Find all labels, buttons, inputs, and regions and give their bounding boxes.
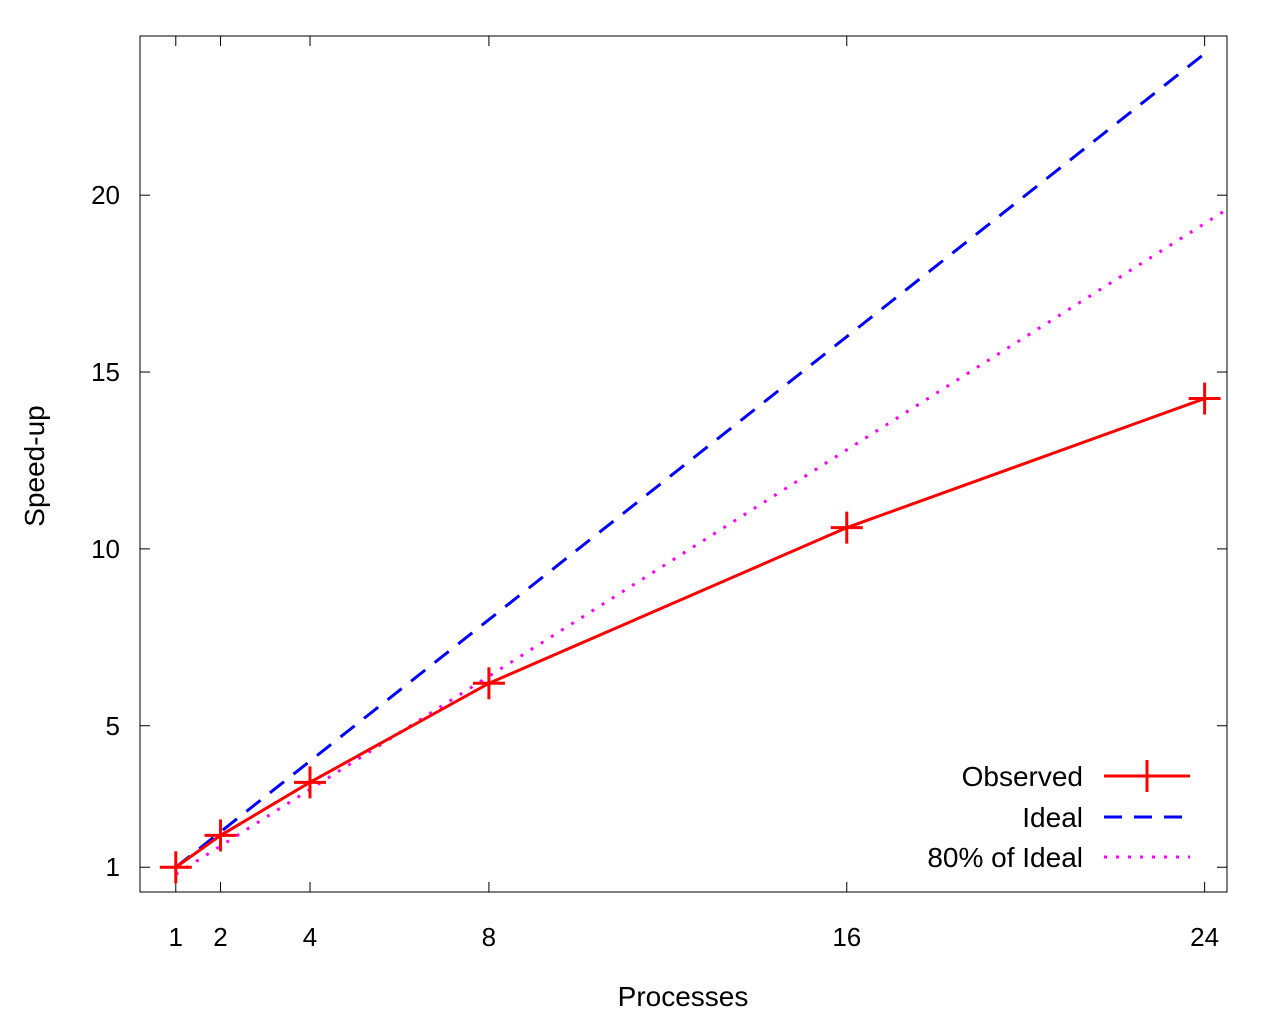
legend-label: Observed — [962, 761, 1083, 792]
x-tick-label: 8 — [482, 922, 496, 952]
data-point-marker — [1188, 382, 1221, 415]
legend-label: 80% of Ideal — [927, 842, 1083, 873]
x-tick-label: 4 — [303, 922, 317, 952]
series-line-1 — [174, 397, 1206, 869]
x-axis-title: Processes — [618, 981, 749, 1012]
data-point-marker — [159, 851, 192, 884]
series-line-2 — [174, 52, 1206, 869]
series-layer — [159, 52, 1228, 884]
plot-frame — [139, 35, 1228, 893]
y-axis-title: Speed-up — [19, 405, 50, 526]
x-tick-label: 24 — [1190, 922, 1219, 952]
data-point-marker — [293, 766, 326, 799]
legend-label: Ideal — [1022, 802, 1083, 833]
y-tick-label: 5 — [106, 711, 120, 741]
y-tick-label: 20 — [91, 180, 120, 210]
data-point-marker — [204, 819, 237, 852]
y-tick-label: 15 — [91, 357, 120, 387]
data-point-marker — [830, 511, 863, 544]
y-tick-label: 10 — [91, 534, 120, 564]
y-tick-label: 1 — [106, 852, 120, 882]
x-tick-label: 16 — [832, 922, 861, 952]
legend: Observed Ideal 80% of Ideal — [927, 760, 1190, 873]
x-tick-label: 1 — [169, 922, 183, 952]
x-tick-label: 2 — [213, 922, 227, 952]
data-point-marker — [472, 667, 505, 700]
